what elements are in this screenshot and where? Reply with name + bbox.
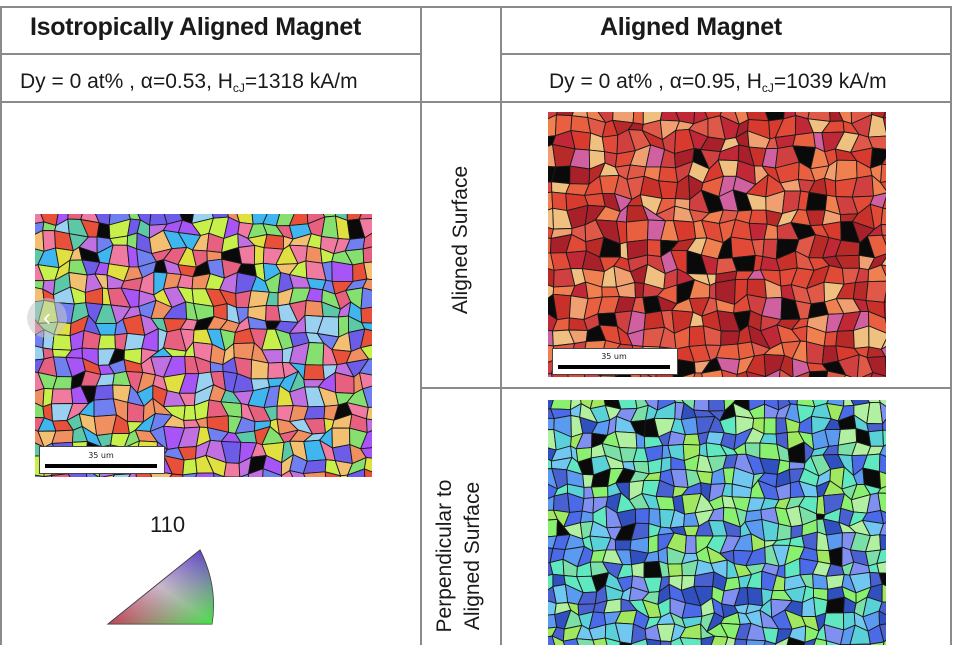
aligned-magnet-title: Aligned Magnet xyxy=(600,13,782,42)
aligned-scale-bar xyxy=(558,365,670,369)
isotropic-conditions-sub: cJ xyxy=(233,81,245,95)
grid-line-right xyxy=(950,6,952,645)
grid-line-mid-right xyxy=(500,6,502,645)
grid-line-top xyxy=(0,6,952,8)
grid-line-header-bottom xyxy=(0,53,420,55)
isotropic-grain-map xyxy=(35,214,372,477)
aligned-conditions: Dy = 0 at% , α=0.95, HcJ=1039 kA/m xyxy=(549,70,887,95)
grid-line-header-bottom-right xyxy=(500,53,952,55)
aligned-scale-label: 35 um xyxy=(552,352,676,361)
aligned-grain-map xyxy=(548,112,886,377)
row-label-perpendicular-line1: Perpendicular to xyxy=(431,456,459,656)
ipf-label-110: 110 xyxy=(150,512,185,538)
perpendicular-grain-map xyxy=(548,400,886,645)
isotropic-micrograph: 35 um xyxy=(35,214,372,477)
aligned-conditions-tail: =1039 kA/m xyxy=(774,70,887,93)
perpendicular-micrograph xyxy=(548,400,886,645)
carousel-prev-button[interactable]: ‹ xyxy=(27,298,67,338)
row-label-aligned-surface: Aligned Surface xyxy=(447,140,475,340)
aligned-conditions-sub: cJ xyxy=(762,81,774,95)
aligned-surface-micrograph: 35 um xyxy=(548,112,886,377)
isotropic-conditions: Dy = 0 at% , α=0.53, HcJ=1318 kA/m xyxy=(20,70,358,95)
isotropic-scale-label: 35 um xyxy=(39,451,163,460)
ipf-color-key xyxy=(100,540,230,640)
grid-line-left xyxy=(0,6,2,645)
isotropic-scale-bar xyxy=(45,464,157,468)
grid-line-mid-left xyxy=(420,6,422,645)
row-label-perpendicular: Perpendicular to Aligned Surface xyxy=(431,456,491,656)
isotropic-conditions-tail: =1318 kA/m xyxy=(245,70,358,93)
isotropic-conditions-text: Dy = 0 at% , α=0.53, H xyxy=(20,70,233,93)
aligned-conditions-text: Dy = 0 at% , α=0.95, H xyxy=(549,70,762,93)
isotropic-magnet-title: Isotropically Aligned Magnet xyxy=(30,13,361,42)
chevron-left-icon: ‹ xyxy=(43,304,51,332)
row-label-perpendicular-line2: Aligned Surface xyxy=(459,456,487,656)
grid-line-conditions-bottom xyxy=(0,101,952,103)
